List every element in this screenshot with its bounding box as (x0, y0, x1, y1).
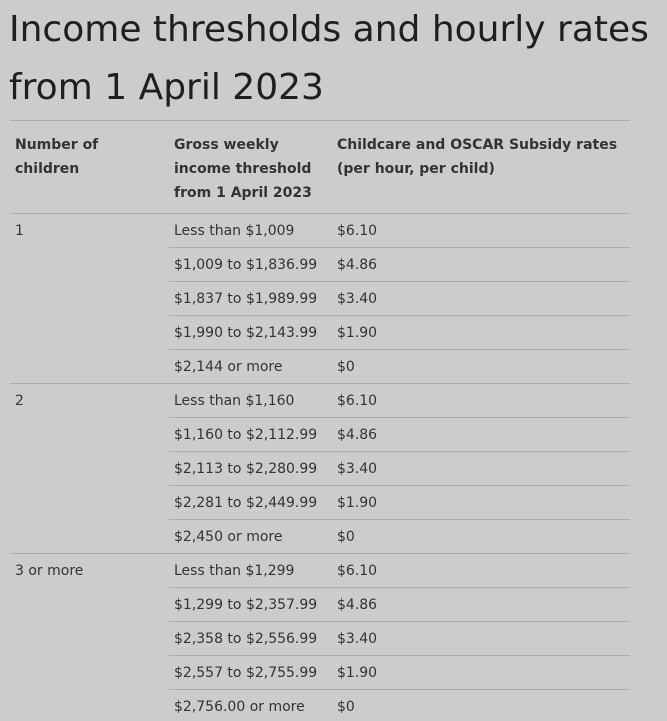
header-number-of-children: Number of children (10, 120, 169, 214)
cell-subsidy-rate: $6.10 (332, 213, 630, 248)
table-row: $1,009 to $1,836.99 $4.86 (10, 247, 630, 282)
table-body: 1 Less than $1,009 $6.10 $1,009 to $1,836.9… (10, 213, 630, 721)
cell-number-of-children (10, 452, 169, 486)
table-row: $2,144 or more $0 (10, 349, 630, 384)
cell-subsidy-rate: $4.86 (332, 417, 630, 452)
cell-number-of-children (10, 656, 169, 690)
cell-income-threshold: Less than $1,160 (169, 383, 332, 418)
cell-number-of-children (10, 588, 169, 622)
cell-income-threshold: Less than $1,299 (169, 553, 332, 588)
cell-number-of-children (10, 418, 169, 452)
table-row: 3 or more Less than $1,299 $6.10 (10, 553, 630, 588)
cell-income-threshold: $1,837 to $1,989.99 (169, 281, 332, 316)
table-row: $1,160 to $2,112.99 $4.86 (10, 417, 630, 452)
cell-subsidy-rate: $3.40 (332, 621, 630, 656)
cell-subsidy-rate: $0 (332, 519, 630, 554)
table-row: $1,837 to $1,989.99 $3.40 (10, 281, 630, 316)
cell-income-threshold: $1,299 to $2,357.99 (169, 587, 332, 622)
cell-subsidy-rate: $1.90 (332, 655, 630, 690)
cell-income-threshold: $2,557 to $2,755.99 (169, 655, 332, 690)
cell-number-of-children (10, 689, 169, 721)
table-row: $2,113 to $2,280.99 $3.40 (10, 451, 630, 486)
cell-income-threshold: $2,450 or more (169, 519, 332, 554)
cell-subsidy-rate: $1.90 (332, 315, 630, 350)
table-row: $2,450 or more $0 (10, 519, 630, 554)
cell-income-threshold: $2,358 to $2,556.99 (169, 621, 332, 656)
cell-income-threshold: $1,009 to $1,836.99 (169, 247, 332, 282)
table-row: 1 Less than $1,009 $6.10 (10, 213, 630, 248)
table-row: $2,756.00 or more $0 (10, 689, 630, 721)
cell-number-of-children: 3 or more (15, 562, 84, 579)
header-subsidy-rate: Childcare and OSCAR Subsidy rates (per h… (332, 120, 630, 214)
cell-subsidy-rate: $4.86 (332, 247, 630, 282)
table-row: $2,557 to $2,755.99 $1.90 (10, 655, 630, 690)
income-rates-table: Number of children Gross weekly income t… (10, 120, 630, 721)
cell-number-of-children (10, 282, 169, 316)
cell-income-threshold: Less than $1,009 (169, 213, 332, 248)
table-row: $2,281 to $2,449.99 $1.90 (10, 485, 630, 520)
header-income-threshold: Gross weekly income threshold from 1 Apr… (169, 120, 332, 214)
cell-subsidy-rate: $4.86 (332, 587, 630, 622)
table-row: 2 Less than $1,160 $6.10 (10, 383, 630, 418)
cell-income-threshold: $1,160 to $2,112.99 (169, 417, 332, 452)
cell-number-of-children (10, 519, 169, 554)
cell-income-threshold: $2,756.00 or more (169, 689, 332, 721)
cell-income-threshold: $1,990 to $2,143.99 (169, 315, 332, 350)
cell-number-of-children (10, 248, 169, 282)
cell-income-threshold: $2,113 to $2,280.99 (169, 451, 332, 486)
page-title: Income thresholds and hourly rates from … (9, 9, 649, 108)
table-row: $1,299 to $2,357.99 $4.86 (10, 587, 630, 622)
cell-number-of-children (10, 486, 169, 520)
table-header-row: Number of children Gross weekly income t… (10, 120, 630, 214)
cell-subsidy-rate: $6.10 (332, 553, 630, 588)
cell-subsidy-rate: $0 (332, 349, 630, 384)
table-row: $1,990 to $2,143.99 $1.90 (10, 315, 630, 350)
table-row: $2,358 to $2,556.99 $3.40 (10, 621, 630, 656)
cell-income-threshold: $2,281 to $2,449.99 (169, 485, 332, 520)
cell-subsidy-rate: $3.40 (332, 451, 630, 486)
cell-number-of-children (10, 316, 169, 350)
cell-number-of-children (10, 622, 169, 656)
cell-number-of-children: 2 (15, 392, 24, 409)
cell-subsidy-rate: $1.90 (332, 485, 630, 520)
cell-subsidy-rate: $0 (332, 689, 630, 721)
cell-number-of-children (10, 349, 169, 384)
cell-subsidy-rate: $6.10 (332, 383, 630, 418)
cell-income-threshold: $2,144 or more (169, 349, 332, 384)
cell-number-of-children: 1 (15, 222, 24, 239)
cell-subsidy-rate: $3.40 (332, 281, 630, 316)
